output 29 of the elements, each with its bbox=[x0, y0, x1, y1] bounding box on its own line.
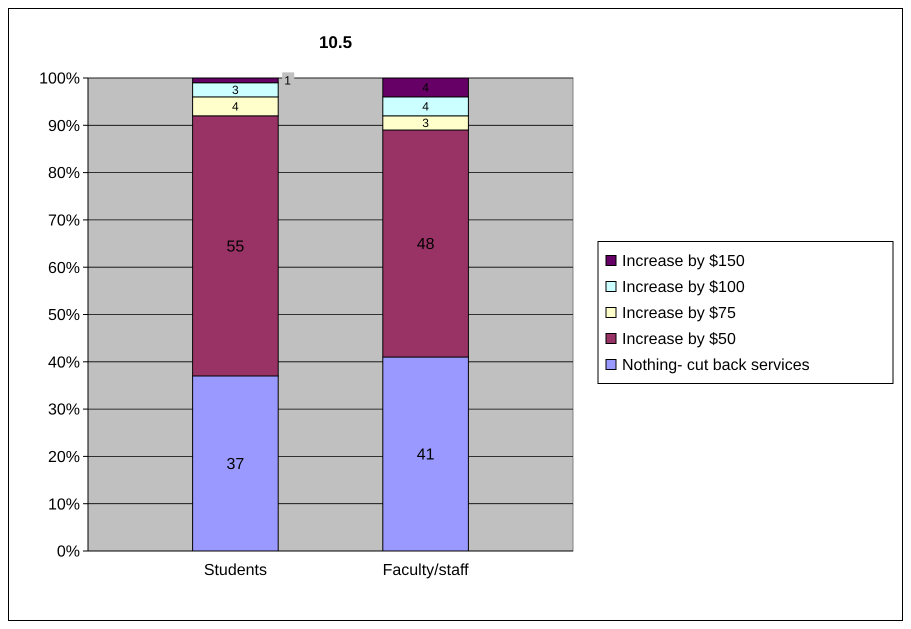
y-tick-label: 10% bbox=[48, 496, 80, 514]
y-tick-label: 30% bbox=[48, 402, 80, 419]
data-label: 48 bbox=[416, 236, 435, 254]
y-tick-label: 20% bbox=[48, 449, 80, 466]
y-tick-label: 50% bbox=[48, 307, 80, 324]
y-tick-label: 90% bbox=[48, 118, 80, 135]
x-tick-label: Faculty/staff bbox=[382, 562, 470, 579]
y-tick-label: 70% bbox=[48, 212, 80, 230]
chart-title: 10.5 bbox=[318, 33, 352, 52]
data-label: 3 bbox=[232, 83, 240, 98]
data-label: 55 bbox=[226, 238, 244, 256]
x-tick-label: Students bbox=[204, 562, 267, 579]
legend-label: Increase by $150 bbox=[622, 253, 745, 270]
y-tick-label: 60% bbox=[48, 260, 80, 277]
y-tick-label: 80% bbox=[48, 165, 80, 182]
legend-label: Increase by $100 bbox=[622, 279, 745, 296]
data-label: 37 bbox=[226, 456, 244, 474]
data-label: 4 bbox=[422, 100, 430, 114]
legend-label: Increase by $75 bbox=[622, 305, 736, 322]
data-label: 41 bbox=[416, 446, 435, 464]
y-tick-label: 0% bbox=[56, 544, 80, 561]
data-label: 1 bbox=[284, 74, 292, 88]
data-label: 3 bbox=[422, 116, 430, 130]
data-label: 4 bbox=[232, 100, 240, 114]
y-tick-label: 100% bbox=[39, 70, 80, 88]
legend-label: Increase by $50 bbox=[622, 331, 736, 348]
data-label: 4 bbox=[422, 80, 430, 95]
legend-label: Nothing- cut back services bbox=[622, 357, 810, 374]
y-tick-label: 40% bbox=[48, 354, 80, 372]
